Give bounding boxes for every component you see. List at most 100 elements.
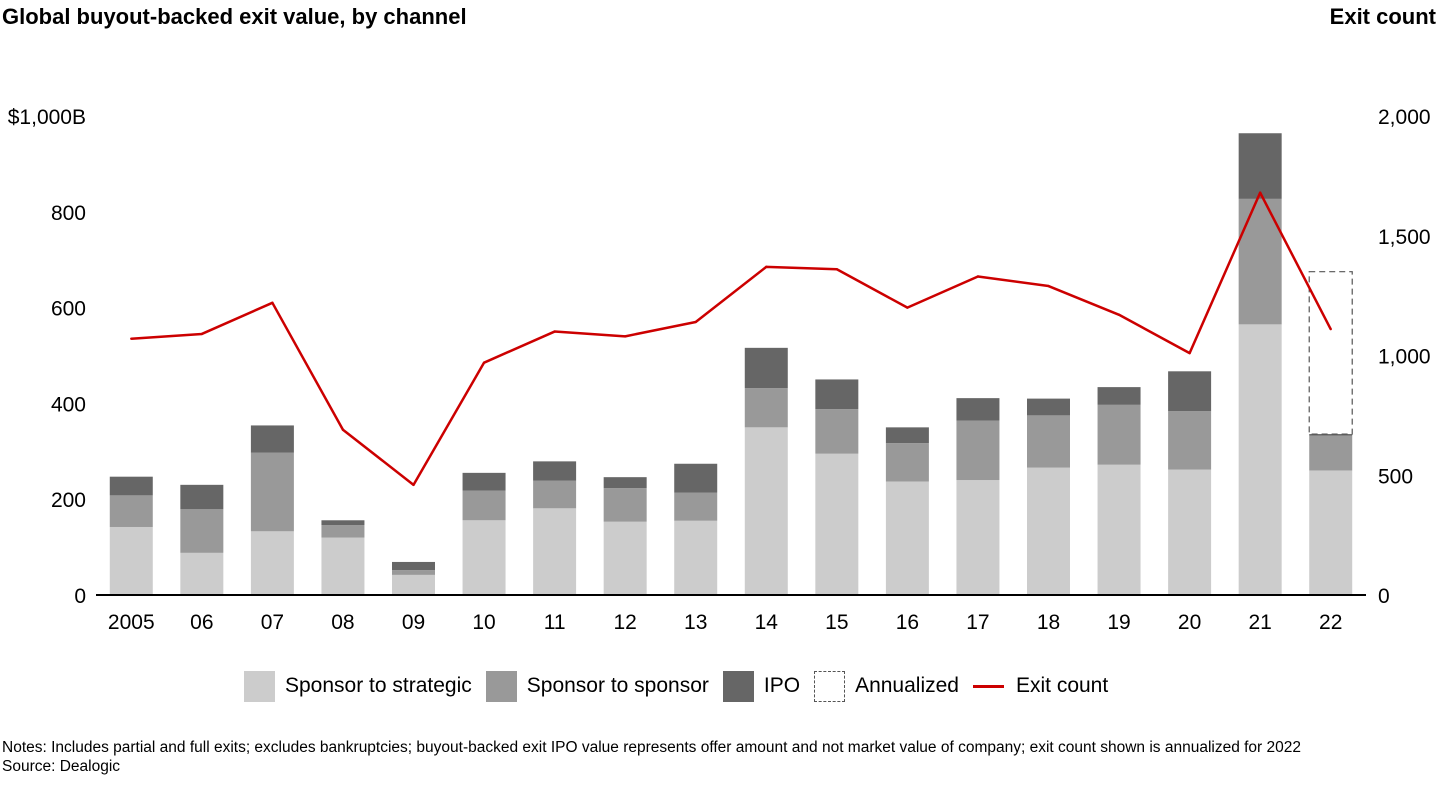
x-tick-label: 10 bbox=[472, 611, 495, 634]
left-axis-ticks: 0 200 400 600 800 $1,000B bbox=[8, 106, 86, 608]
exit-count-point bbox=[1258, 191, 1262, 194]
legend: Sponsor to strategic Sponsor to sponsor … bbox=[244, 668, 1122, 704]
bar-ipo bbox=[392, 561, 435, 571]
bar-sponsor-to-strategic bbox=[744, 427, 788, 595]
legend-label-ipo: IPO bbox=[763, 674, 801, 697]
exit-count-point bbox=[1047, 284, 1050, 288]
exit-count-line bbox=[130, 191, 1332, 487]
x-tick-label: 15 bbox=[825, 611, 848, 634]
bar-sponsor-to-sponsor bbox=[180, 509, 224, 553]
bar-sponsor-to-sponsor bbox=[533, 480, 577, 509]
bar-sponsor-to-strategic bbox=[462, 520, 506, 595]
bar-ipo bbox=[1168, 371, 1212, 412]
x-tick-label: 21 bbox=[1248, 611, 1271, 634]
x-tick-label: 22 bbox=[1319, 611, 1342, 634]
bar-ipo bbox=[1238, 133, 1282, 199]
right-tick-label: 0 bbox=[1378, 585, 1390, 608]
bar-ipo bbox=[603, 477, 647, 489]
notes-text: Notes: Includes partial and full exits; … bbox=[2, 739, 1302, 756]
bar-sponsor-to-strategic bbox=[674, 520, 718, 595]
bar-sponsor-to-strategic bbox=[1027, 467, 1070, 595]
bar-sponsor-to-strategic bbox=[885, 481, 929, 595]
bar-sponsor-to-strategic bbox=[533, 508, 577, 595]
legend-swatch-sponsor-to-strategic bbox=[244, 670, 275, 702]
bar-sponsor-to-strategic bbox=[392, 574, 435, 595]
x-tick-label: 13 bbox=[684, 611, 707, 634]
bar-ipo bbox=[674, 463, 718, 493]
bar-sponsor-to-sponsor bbox=[1097, 404, 1141, 465]
bar-sponsor-to-strategic bbox=[321, 537, 365, 595]
bar-sponsor-to-sponsor bbox=[109, 495, 153, 527]
bar-sponsor-to-strategic bbox=[956, 480, 1000, 595]
exit-count-point bbox=[130, 337, 133, 340]
exit-count-point bbox=[412, 483, 415, 487]
x-tick-label: 20 bbox=[1178, 611, 1201, 634]
source-text: Source: Dealogic bbox=[2, 758, 121, 775]
bar-sponsor-to-sponsor bbox=[603, 488, 647, 522]
chart-notes: Notes: Includes partial and full exits; … bbox=[2, 738, 1438, 776]
bar-ipo bbox=[533, 461, 577, 481]
bar-ipo bbox=[180, 484, 224, 510]
bar-sponsor-to-sponsor bbox=[462, 490, 506, 521]
legend-swatch-annualized bbox=[814, 670, 846, 702]
legend-sponsor-to-strategic: Sponsor to strategic bbox=[244, 670, 472, 702]
bar-ipo bbox=[885, 427, 929, 444]
bar-sponsor-to-strategic bbox=[1097, 464, 1141, 595]
legend-swatch-exit-count bbox=[972, 684, 1004, 688]
left-tick-label: 800 bbox=[51, 202, 86, 225]
x-tick-label: 08 bbox=[331, 611, 354, 634]
bar-sponsor-to-sponsor bbox=[1238, 198, 1282, 325]
right-tick-label: 1,500 bbox=[1378, 226, 1431, 249]
bar-ipo bbox=[1027, 398, 1070, 416]
right-tick-label: 500 bbox=[1378, 465, 1413, 488]
legend-label-sponsor-to-sponsor: Sponsor to sponsor bbox=[526, 674, 709, 697]
exit-count-point bbox=[1329, 327, 1332, 331]
exit-count-point bbox=[976, 275, 980, 278]
bar-ipo bbox=[815, 379, 859, 410]
exit-count-point bbox=[765, 265, 768, 269]
bar-sponsor-to-sponsor bbox=[956, 420, 1000, 481]
left-tick-label: 200 bbox=[51, 489, 86, 512]
right-axis-title: Exit count bbox=[1329, 4, 1436, 29]
bar-ipo bbox=[1097, 387, 1141, 405]
bar-sponsor-to-sponsor bbox=[392, 570, 435, 575]
bar-sponsor-to-sponsor bbox=[1168, 411, 1212, 470]
exit-count-point bbox=[200, 332, 204, 336]
x-tick-label: 14 bbox=[755, 611, 779, 634]
exit-count-point bbox=[906, 306, 909, 309]
x-tick-label: 18 bbox=[1037, 611, 1060, 634]
annualized-box bbox=[1308, 271, 1353, 435]
chart-title: Global buyout-backed exit value, by chan… bbox=[2, 4, 467, 29]
left-tick-label: 400 bbox=[51, 393, 86, 416]
x-tick-label: 12 bbox=[613, 611, 636, 634]
exit-count-point bbox=[341, 428, 345, 431]
chart-plot: 0 200 400 600 800 $1,000B 0 500 1,000 1,500 2,000… bbox=[8, 106, 1431, 634]
bar-sponsor-to-sponsor bbox=[1027, 415, 1070, 468]
bar-sponsor-to-strategic bbox=[1309, 470, 1353, 595]
exit-count-point bbox=[553, 330, 556, 333]
exit-count-point bbox=[1117, 313, 1121, 316]
bar-sponsor-to-strategic bbox=[815, 453, 859, 595]
bar-sponsor-to-strategic bbox=[109, 526, 153, 595]
x-tick-label: 11 bbox=[544, 611, 566, 634]
legend-annualized: Annualized bbox=[814, 670, 959, 702]
bar-sponsor-to-strategic bbox=[1168, 469, 1212, 595]
legend-swatch-ipo bbox=[722, 670, 754, 702]
legend-ipo: IPO bbox=[722, 670, 801, 702]
x-tick-label: 19 bbox=[1107, 611, 1130, 634]
exit-count-point bbox=[482, 361, 486, 364]
bar-ipo bbox=[250, 425, 294, 453]
annualized-outline bbox=[1308, 271, 1353, 435]
bar-sponsor-to-strategic bbox=[250, 531, 294, 595]
x-tick-label: 2005 bbox=[108, 611, 155, 634]
bar-sponsor-to-sponsor bbox=[250, 452, 294, 532]
bar-ipo bbox=[744, 347, 788, 389]
x-tick-label: 07 bbox=[261, 611, 284, 634]
x-tick-label: 16 bbox=[896, 611, 919, 634]
bar-ipo bbox=[462, 472, 506, 491]
bar-ipo bbox=[321, 520, 365, 526]
exit-count-point bbox=[623, 335, 627, 338]
x-tick-label: 17 bbox=[966, 611, 989, 634]
stacked-bars bbox=[109, 133, 1353, 595]
legend-label-exit-count: Exit count bbox=[1015, 674, 1109, 697]
